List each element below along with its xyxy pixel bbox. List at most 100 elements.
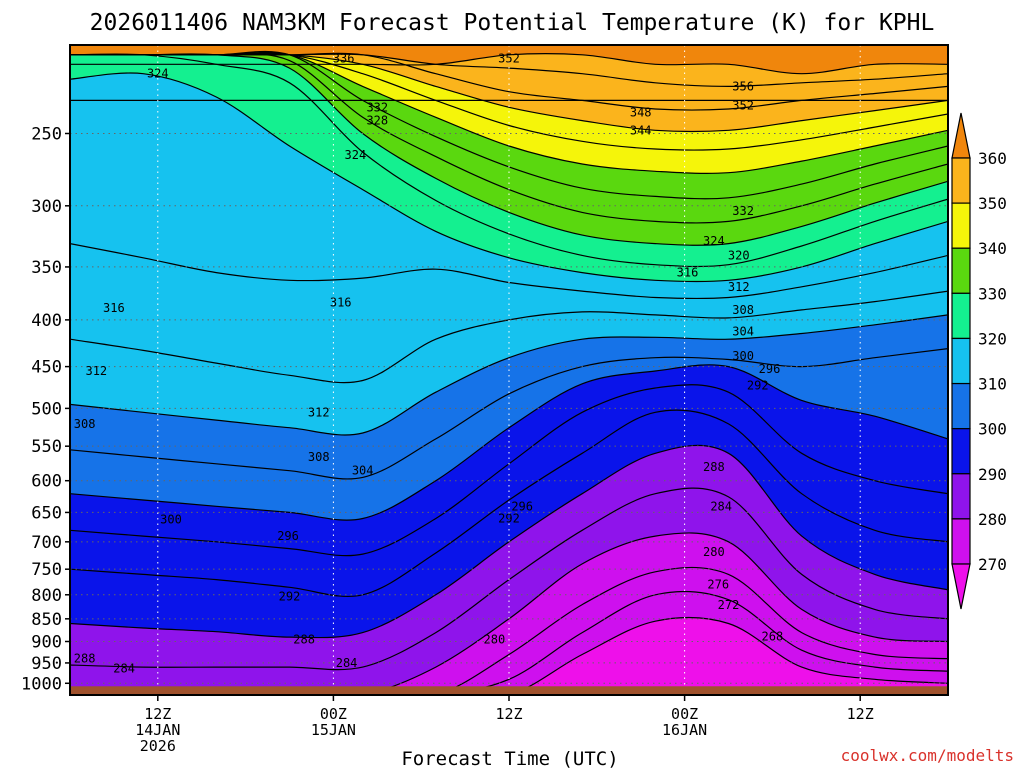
contour-label-324: 324: [345, 148, 367, 162]
chart-title: 2026011406 NAM3KM Forecast Potential Tem…: [90, 10, 935, 36]
x-tick-label-54-1: 12Z: [847, 705, 874, 723]
y-axis: 2503003504004505005506006507007508008509…: [21, 124, 70, 694]
contour-label-324: 324: [703, 234, 725, 248]
plot-area: 336 3523563523243323283483443243323243203…: [70, 45, 948, 695]
contour-label-304: 304: [732, 325, 754, 339]
contour-line-308: [70, 314, 948, 436]
colorbar-swatch-270: [951, 518, 971, 565]
contour-label-320: 320: [728, 248, 750, 262]
contour-label-304: 304: [352, 464, 374, 478]
contour-line-272: [70, 590, 948, 695]
x-tick-label-42-1: 00Z: [671, 705, 698, 723]
contour-label-316: 316: [677, 266, 699, 280]
x-tick-label-6-1: 12Z: [144, 705, 171, 723]
contour-label-344: 344: [630, 123, 652, 137]
contour-label-288: 288: [703, 460, 725, 474]
y-tick-label-350: 350: [31, 258, 62, 278]
y-tick-label-850: 850: [31, 610, 62, 630]
contour-label-332: 332: [366, 100, 388, 114]
contour-label-272: 272: [718, 598, 740, 612]
y-tick-label-500: 500: [31, 399, 62, 419]
gridlines: [70, 45, 948, 695]
contour-label-324: 324: [147, 67, 169, 81]
contour-line-328: [70, 53, 948, 246]
x-tick-label-6-2: 14JAN: [135, 721, 180, 739]
contour-label-284: 284: [113, 661, 135, 675]
contour-label-296: 296: [277, 529, 299, 543]
contour-label-328: 328: [366, 114, 388, 128]
x-tick-label-18-2: 15JAN: [311, 721, 356, 739]
y-tick-label-600: 600: [31, 472, 62, 492]
colorbar-label-330: 330: [978, 284, 1007, 303]
colorbar-label-310: 310: [978, 375, 1007, 394]
credit-link[interactable]: coolwx.com/modelts: [841, 746, 1014, 765]
contour-label-284: 284: [710, 499, 732, 513]
contour-line-288: [70, 444, 948, 639]
ground-surface: [70, 686, 948, 695]
contour-label-276: 276: [707, 578, 729, 592]
colorbar-swatch-320: [951, 292, 971, 340]
contour-line-324: [70, 53, 948, 268]
contour-label-352: 352: [498, 52, 520, 66]
contour-label-280: 280: [484, 632, 506, 646]
contour-label-292: 292: [279, 589, 301, 603]
contour-line-276: [70, 566, 948, 695]
colorbar-bottom-arrow: [951, 563, 971, 610]
y-tick-label-900: 900: [31, 632, 62, 652]
contour-label-336: 336: [333, 52, 355, 66]
x-tick-label-42-2: 16JAN: [662, 721, 707, 739]
contour-label-356: 356: [732, 79, 754, 93]
colorbar-top-arrow: [951, 112, 971, 159]
contour-label-292: 292: [747, 379, 769, 393]
contour-label-284: 284: [336, 656, 358, 670]
colorbar-label-350: 350: [978, 194, 1007, 213]
colorbar-label-340: 340: [978, 239, 1007, 258]
colorbar-swatch-300: [951, 382, 971, 430]
contour-labels: 336 3523563523243323283483443243323243203…: [74, 52, 783, 676]
colorbar-swatch-350: [951, 157, 971, 204]
colorbar-swatch-340: [951, 202, 971, 249]
y-tick-label-450: 450: [31, 358, 62, 378]
contour-label-352: 352: [732, 99, 754, 113]
contour-label-348: 348: [630, 105, 652, 119]
colorbar-swatch-330: [951, 247, 971, 294]
contour-label-312: 312: [85, 364, 107, 378]
colorbar-label-320: 320: [978, 329, 1007, 348]
colorbar: 360 350 340 330 320 310 300 290 280 270: [951, 112, 1007, 610]
contour-label-280: 280: [703, 545, 725, 559]
contour-label-296: 296: [511, 499, 533, 513]
colorbar-label-360: 360: [978, 149, 1007, 168]
contour-label-308: 308: [732, 303, 754, 317]
y-tick-label-250: 250: [31, 124, 62, 144]
colorbar-label-280: 280: [978, 510, 1007, 529]
contour-label-312: 312: [308, 405, 330, 419]
contour-line-292: [70, 409, 948, 598]
contour-line-300: [70, 364, 948, 521]
y-tick-label-800: 800: [31, 586, 62, 606]
contour-label-288: 288: [74, 652, 96, 666]
y-tick-label-950: 950: [31, 654, 62, 674]
contour-label-312: 312: [728, 280, 750, 294]
contour-label-292: 292: [498, 511, 520, 525]
y-tick-label-300: 300: [31, 197, 62, 217]
colorbar-swatch-310: [951, 337, 971, 385]
filled-contours: [70, 45, 948, 695]
contour-line-284: [70, 487, 948, 671]
contour-line-280: [70, 532, 948, 695]
y-tick-label-650: 650: [31, 503, 62, 523]
x-tick-label-18-1: 00Z: [320, 705, 347, 723]
contour-label-296: 296: [759, 362, 781, 376]
x-tick-label-6-3: 2026: [140, 737, 176, 755]
contour-label-332: 332: [732, 204, 754, 218]
contour-label-300: 300: [732, 349, 754, 363]
contour-label-308: 308: [308, 450, 330, 464]
y-tick-label-750: 750: [31, 560, 62, 580]
contour-label-268: 268: [762, 630, 784, 644]
contour-label-288: 288: [293, 632, 315, 646]
y-tick-label-550: 550: [31, 437, 62, 457]
y-tick-label-400: 400: [31, 311, 62, 331]
colorbar-label-300: 300: [978, 420, 1007, 439]
colorbar-label-270: 270: [978, 555, 1007, 574]
